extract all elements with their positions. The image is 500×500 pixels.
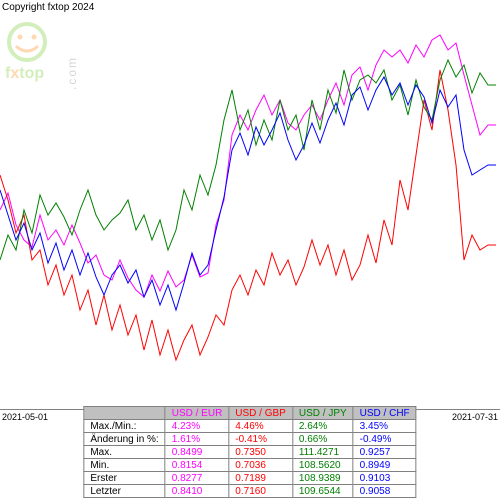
- table-cell: 0.7350: [229, 446, 293, 459]
- table-cell: 0.8154: [165, 459, 229, 472]
- column-header: USD / JPY: [292, 407, 353, 420]
- column-header: USD / EUR: [165, 407, 229, 420]
- table-cell: 0.8949: [353, 459, 416, 472]
- table-cell: 0.7160: [229, 485, 293, 498]
- table-cell: 0.8410: [165, 485, 229, 498]
- table-cell: 3.45%: [353, 420, 416, 433]
- row-label: Min.: [84, 459, 165, 472]
- table-row: Änderung in %:1.61%-0.41%0.66%-0.49%: [84, 433, 416, 446]
- table-cell: 0.66%: [292, 433, 353, 446]
- row-label: Änderung in %:: [84, 433, 165, 446]
- column-header: USD / GBP: [229, 407, 293, 420]
- table-row: Erster0.82770.7189108.93890.9103: [84, 472, 416, 485]
- series-line: [0, 70, 496, 360]
- table-cell: 4.46%: [229, 420, 293, 433]
- table-cell: 0.8499: [165, 446, 229, 459]
- table-cell: 0.8277: [165, 472, 229, 485]
- chart-area: [0, 15, 500, 410]
- header-blank: [84, 407, 165, 420]
- table-row: Max.0.84990.7350111.42710.9257: [84, 446, 416, 459]
- row-label: Erster: [84, 472, 165, 485]
- stats-table: USD / EURUSD / GBPUSD / JPYUSD / CHFMax.…: [83, 406, 416, 498]
- table-cell: 4.23%: [165, 420, 229, 433]
- table-row: Letzter0.84100.7160109.65440.9058: [84, 485, 416, 498]
- table-cell: 1.61%: [165, 433, 229, 446]
- table-cell: -0.41%: [229, 433, 293, 446]
- table-cell: 108.9389: [292, 472, 353, 485]
- copyright-text: Copyright fxtop 2024: [2, 2, 94, 13]
- table-cell: 0.7036: [229, 459, 293, 472]
- table-row: Max./Min.:4.23%4.46%2.64%3.45%: [84, 420, 416, 433]
- row-label: Max.: [84, 446, 165, 459]
- table-cell: -0.49%: [353, 433, 416, 446]
- table-cell: 0.7189: [229, 472, 293, 485]
- row-label: Max./Min.:: [84, 420, 165, 433]
- table-cell: 0.9103: [353, 472, 416, 485]
- table-cell: 111.4271: [292, 446, 353, 459]
- table-cell: 0.9058: [353, 485, 416, 498]
- row-label: Letzter: [84, 485, 165, 498]
- table-cell: 2.64%: [292, 420, 353, 433]
- table-cell: 109.6544: [292, 485, 353, 498]
- table-row: Min.0.81540.7036108.56200.8949: [84, 459, 416, 472]
- table-header-row: USD / EURUSD / GBPUSD / JPYUSD / CHF: [84, 407, 416, 420]
- x-start-label: 2021-05-01: [2, 412, 48, 422]
- column-header: USD / CHF: [353, 407, 416, 420]
- table-cell: 0.9257: [353, 446, 416, 459]
- table-cell: 108.5620: [292, 459, 353, 472]
- x-end-label: 2021-07-31: [452, 412, 498, 422]
